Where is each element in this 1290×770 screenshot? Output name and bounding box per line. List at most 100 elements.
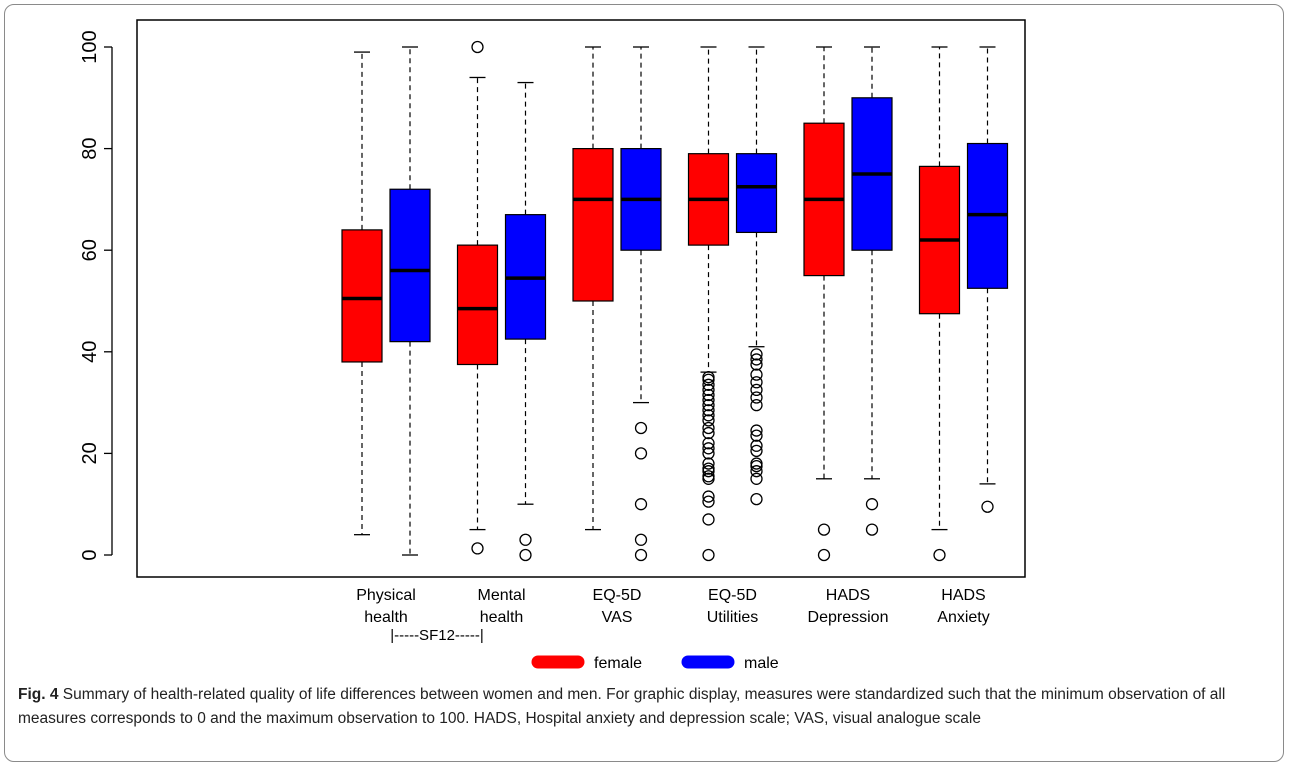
box-female-3 bbox=[687, 46, 730, 562]
legend: female male bbox=[531, 655, 779, 672]
iqr-box bbox=[389, 188, 431, 343]
outlier-point bbox=[750, 398, 763, 412]
box-male-4 bbox=[851, 46, 893, 536]
outlier-point bbox=[817, 548, 831, 562]
legend-label-male: male bbox=[744, 655, 779, 672]
x-label-line2: Utilities bbox=[707, 609, 759, 626]
box-female-2 bbox=[572, 46, 614, 531]
outlier-point bbox=[702, 548, 715, 562]
y-tick-label: 80 bbox=[79, 137, 101, 159]
box-male-5 bbox=[966, 46, 1009, 513]
outlier-point bbox=[750, 391, 763, 404]
x-label-line1: EQ-5D bbox=[708, 587, 757, 604]
outlier-point bbox=[702, 513, 715, 526]
legend-label-female: female bbox=[594, 655, 642, 672]
outlier-point bbox=[634, 533, 648, 546]
box-series bbox=[341, 40, 1009, 562]
outlier-point bbox=[702, 409, 715, 422]
y-tick-label: 0 bbox=[79, 549, 101, 560]
box-male-1 bbox=[504, 81, 547, 562]
sf12-group-annotation: |-----SF12-----| bbox=[390, 627, 484, 644]
outlier-point bbox=[702, 404, 715, 417]
outlier-point bbox=[702, 470, 715, 483]
x-label-line2: health bbox=[480, 609, 524, 626]
outlier-point bbox=[750, 353, 763, 366]
x-label-line2: Anxiety bbox=[937, 609, 989, 626]
outlier-point bbox=[933, 548, 946, 562]
x-label-line2: health bbox=[364, 609, 408, 626]
outlier-point bbox=[865, 498, 879, 511]
y-tick-label: 100 bbox=[79, 30, 101, 63]
outlier-point bbox=[750, 429, 763, 442]
outlier-point bbox=[519, 533, 532, 546]
figure-label: Fig. 4 bbox=[18, 686, 59, 703]
iqr-box bbox=[572, 148, 614, 302]
outlier-point bbox=[817, 523, 831, 536]
outlier-point bbox=[634, 548, 648, 562]
outlier-point bbox=[750, 358, 763, 371]
outlier-point bbox=[981, 500, 994, 513]
outlier-point bbox=[702, 378, 715, 391]
outlier-point bbox=[471, 542, 484, 555]
iqr-box bbox=[735, 153, 778, 234]
outlier-point bbox=[750, 472, 763, 485]
box-female-0 bbox=[341, 51, 383, 536]
box-female-1 bbox=[456, 40, 499, 555]
outlier-point bbox=[750, 376, 763, 389]
outlier-point bbox=[702, 462, 715, 475]
x-label-line1: HADS bbox=[826, 587, 870, 604]
outlier-point bbox=[702, 457, 715, 470]
outlier-point bbox=[750, 465, 763, 478]
outlier-point bbox=[702, 442, 715, 455]
outlier-point bbox=[865, 523, 879, 536]
outlier-point bbox=[702, 426, 715, 440]
boxplot-chart: 0 20 40 60 80 100 Physical health Mental health E… bbox=[79, 19, 1026, 672]
x-label-line1: Mental bbox=[477, 587, 525, 604]
outlier-point bbox=[471, 40, 484, 54]
y-tick-label: 40 bbox=[79, 341, 101, 363]
outlier-point bbox=[702, 371, 715, 384]
x-axis-labels: Physical health Mental health EQ-5D VAS EQ-5D U… bbox=[356, 587, 990, 626]
outlier-point bbox=[702, 398, 715, 412]
outlier-point bbox=[702, 421, 715, 435]
x-label-line2: Depression bbox=[808, 609, 889, 626]
plot-area-border bbox=[136, 19, 1026, 578]
x-label-line2: VAS bbox=[602, 609, 633, 626]
outlier-point bbox=[750, 439, 763, 452]
outlier-point bbox=[750, 457, 763, 470]
outlier-point bbox=[702, 437, 715, 450]
figure-caption: Fig. 4 Summary of health-related quality… bbox=[18, 683, 1273, 731]
iqr-box bbox=[456, 244, 499, 366]
outlier-point bbox=[702, 383, 715, 397]
box-male-0 bbox=[389, 46, 431, 556]
outlier-point bbox=[750, 424, 763, 437]
caption-text: Summary of health-related quality of lif… bbox=[18, 686, 1226, 727]
outlier-point bbox=[702, 414, 715, 427]
x-label-line1: EQ-5D bbox=[593, 587, 642, 604]
outlier-point bbox=[702, 388, 715, 402]
outlier-point bbox=[750, 492, 763, 506]
outlier-point bbox=[634, 421, 648, 435]
iqr-box bbox=[341, 229, 383, 363]
outlier-point bbox=[634, 447, 648, 460]
outlier-point bbox=[750, 368, 763, 381]
box-female-4 bbox=[803, 46, 845, 562]
outlier-point bbox=[702, 495, 715, 508]
outlier-point bbox=[519, 548, 532, 562]
y-tick-label: 60 bbox=[79, 239, 101, 261]
outlier-point bbox=[750, 348, 763, 361]
outlier-point bbox=[634, 498, 648, 511]
box-female-5 bbox=[918, 46, 961, 562]
outlier-point bbox=[750, 444, 763, 458]
outlier-point bbox=[702, 447, 715, 460]
outlier-point bbox=[750, 383, 763, 397]
box-male-3 bbox=[735, 46, 778, 506]
x-label-line1: Physical bbox=[356, 587, 416, 604]
y-axis: 0 20 40 60 80 100 bbox=[79, 30, 113, 561]
x-label-line1: HADS bbox=[941, 587, 985, 604]
box-male-2 bbox=[620, 46, 662, 562]
y-tick-label: 20 bbox=[79, 442, 101, 464]
outlier-point bbox=[702, 490, 715, 503]
outlier-point bbox=[702, 393, 715, 407]
figure-frame bbox=[4, 4, 1284, 762]
